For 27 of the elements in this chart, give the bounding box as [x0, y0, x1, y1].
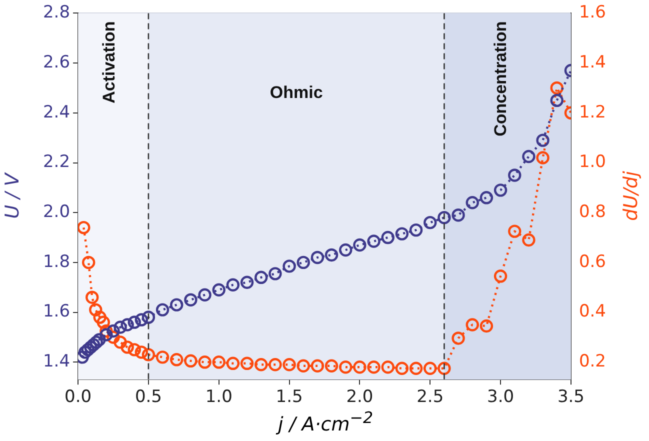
y2-tick-label: 0.8 — [578, 202, 606, 222]
y2-tick-label: 0.6 — [578, 252, 606, 272]
x-axis-title: j / A·cm$^{−2}$ — [278, 408, 374, 436]
y2-axis-title: dU/dj — [620, 171, 642, 221]
y2-tick-label: 1.0 — [578, 152, 606, 172]
x-tick-label: 0.5 — [134, 387, 162, 408]
x-tick-label: 3.5 — [557, 387, 584, 408]
y-tick-label: 1.8 — [42, 252, 70, 272]
y-tick-label: 2.4 — [42, 102, 70, 122]
y2-tick-label: 0.4 — [578, 302, 606, 322]
y2-tick-label: 1.4 — [578, 52, 606, 72]
y-tick-label: 1.6 — [42, 302, 70, 322]
x-tick-label: 0.0 — [64, 387, 92, 408]
y2-tick-label: 1.2 — [578, 102, 606, 122]
x-tick-label: 2.0 — [346, 387, 374, 408]
y-tick-label: 2.6 — [42, 52, 70, 72]
y2-tick-label: 1.6 — [578, 2, 606, 23]
x-tick-label: 1.0 — [205, 387, 232, 408]
y-axis-title: U / V — [2, 173, 24, 219]
y-tick-label: 1.4 — [42, 352, 70, 372]
y-tick-label: 2.2 — [42, 152, 70, 172]
y-tick-label: 2.8 — [42, 2, 70, 23]
x-tick-label: 1.5 — [276, 387, 303, 408]
x-tick-label: 3.0 — [487, 387, 514, 408]
y-tick-label: 2.0 — [42, 202, 70, 222]
x-tick-label: 2.5 — [416, 387, 444, 408]
y2-tick-label: 0.2 — [578, 352, 606, 372]
